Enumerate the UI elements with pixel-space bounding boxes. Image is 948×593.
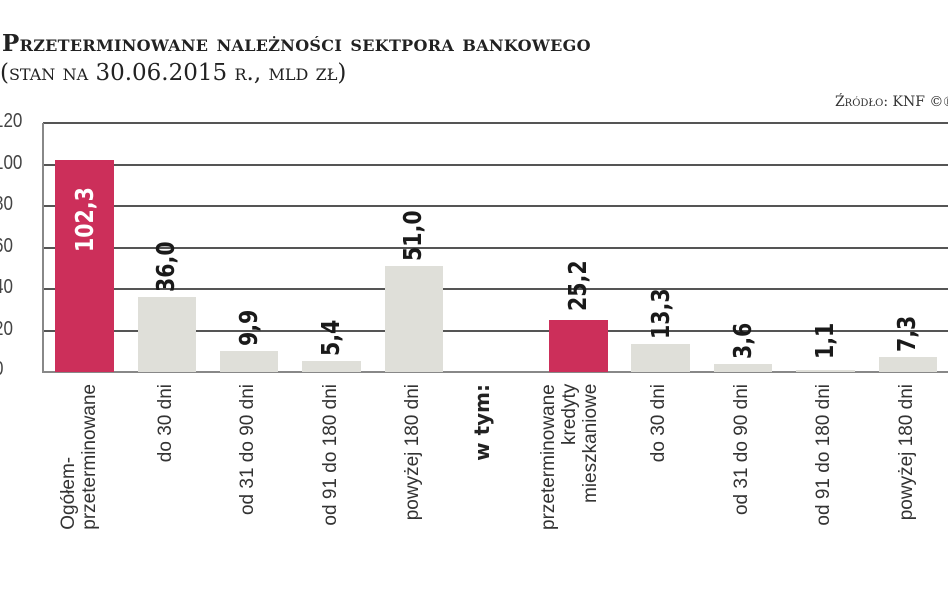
bar-od-91-do-180-dni <box>302 361 361 372</box>
gridline-120 <box>43 122 948 124</box>
x-label-mieszk-od-31-do-90-dni: od 31 do 90 dni <box>731 384 752 516</box>
x-label-mieszk-do-30-dni: do 30 dni <box>648 384 669 463</box>
bar-powyzej-180-dni <box>385 266 443 372</box>
value-label: 36,0 <box>151 241 180 292</box>
value-label: 1,1 <box>810 322 839 359</box>
bar-kredyty-mieszkaniowe <box>549 320 608 372</box>
value-label: 9,9 <box>234 309 263 346</box>
bar-od-31-do-90-dni <box>220 351 278 372</box>
y-tick-0: 0 <box>0 358 23 381</box>
gridline-40 <box>43 288 948 290</box>
bar-mieszk-od-91-do-180-dni <box>796 370 855 372</box>
value-label: 5,4 <box>316 319 345 356</box>
x-label-mieszk-powyzej-180-dni: powyżej 180 dni <box>896 384 917 521</box>
gridline-60 <box>43 247 948 249</box>
x-label-ogolem: Ogółem-przeterminowane <box>58 384 100 530</box>
gridline-80 <box>43 205 948 207</box>
y-tick-20: 20 <box>0 318 13 340</box>
value-label: 3,6 <box>728 322 757 359</box>
chart-source: Źródło: KNF ©℗ <box>834 94 948 110</box>
x-label-w-tym: w tym: <box>470 384 494 461</box>
chart-subtitle: (stan na 30.06.2015 r., mld zł) <box>0 60 347 86</box>
gridline-20 <box>43 330 948 332</box>
y-tick-80: 80 <box>0 193 13 215</box>
value-label: 51,0 <box>398 210 427 261</box>
value-label: 13,3 <box>646 288 675 339</box>
value-label: 25,2 <box>563 260 592 311</box>
y-axis-line <box>42 123 44 373</box>
y-tick-100: 100 <box>0 152 23 174</box>
bar-ogolem <box>55 160 114 372</box>
bar-mieszk-powyzej-180-dni <box>879 357 937 372</box>
bar-mieszk-od-31-do-90-dni <box>714 364 772 372</box>
x-label-od-31-do-90-dni: od 31 do 90 dni <box>237 384 258 516</box>
x-label-do-30-dni: do 30 dni <box>155 384 176 463</box>
y-tick-120: 120 <box>0 110 23 132</box>
x-label-powyzej-180-dni: powyżej 180 dni <box>402 384 423 521</box>
value-label: 102,3 <box>70 187 99 252</box>
bar-mieszk-do-30-dni <box>631 344 690 372</box>
value-label: 7,3 <box>892 315 921 352</box>
y-tick-40: 40 <box>0 276 13 298</box>
x-label-mieszk-od-91-do-180-dni: od 91 do 180 dni <box>813 384 834 526</box>
x-label-od-91-do-180-dni: od 91 do 180 dni <box>320 384 341 526</box>
bar-do-30-dni <box>138 297 196 372</box>
x-label-kredyty-mieszkaniowe: przeterminowane kredyty mieszkaniowe <box>538 384 601 530</box>
y-tick-60: 60 <box>0 235 13 257</box>
chart-title: Przeterminowane należności sektpora bank… <box>2 30 591 57</box>
gridline-100 <box>43 164 948 166</box>
baseline <box>43 371 948 373</box>
